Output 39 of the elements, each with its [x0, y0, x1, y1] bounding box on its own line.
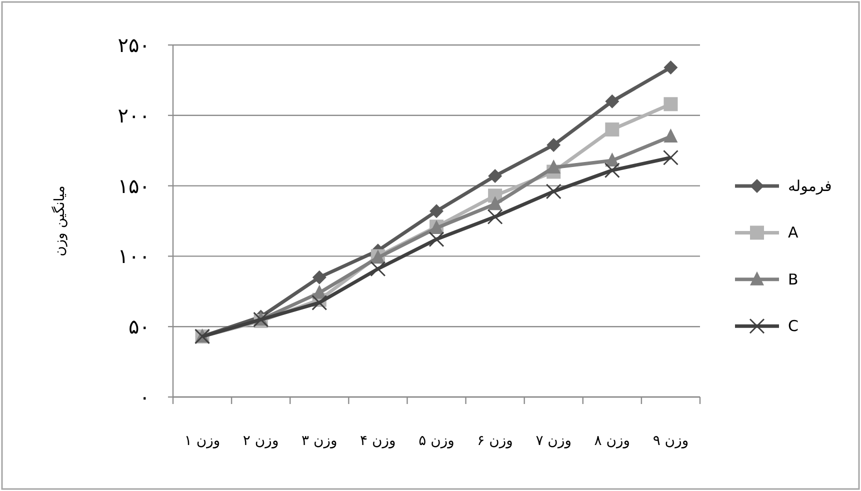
y-axis-title: میانگین وزن: [51, 186, 68, 256]
x-tick-label: وزن ۱: [184, 433, 220, 449]
point: [546, 184, 562, 200]
point: [546, 138, 561, 152]
y-tick-label: ۵۰: [128, 314, 150, 339]
y-tick-label: ۱۰۰: [118, 244, 150, 268]
point: [604, 162, 620, 178]
point: [312, 270, 326, 284]
point: [605, 122, 620, 136]
point: [664, 60, 678, 75]
x-tick-label: وزن ۳: [301, 433, 338, 449]
y-tick-label: ۰: [139, 385, 150, 409]
x-tick-label: وزن ۶: [477, 433, 513, 449]
legend-label: B: [788, 270, 798, 288]
point: [664, 97, 678, 112]
legend-label: C: [788, 317, 798, 336]
x-tick-label: وزن ۸: [594, 433, 630, 449]
point: [488, 168, 502, 183]
x-tick-label: وزن ۷: [536, 433, 572, 449]
legend-label: A: [788, 224, 799, 242]
point: [488, 196, 502, 210]
x-tick-label: وزن ۵: [418, 433, 454, 449]
x-tick-label: وزن ۹: [652, 433, 689, 449]
point: [430, 204, 444, 218]
y-tick-label: ۲۰۰: [118, 103, 150, 128]
point: [605, 94, 620, 108]
x-tick-label: وزن ۲: [242, 433, 279, 449]
point: [662, 150, 678, 166]
x-tick-label: وزن ۴: [360, 433, 396, 449]
point: [312, 294, 328, 310]
point: [370, 261, 386, 277]
legend-label: فرموله: [788, 177, 832, 195]
point: [546, 159, 561, 174]
y-tick-label: ۲۵۰: [118, 33, 150, 57]
point: [664, 128, 678, 143]
point: [428, 232, 444, 248]
y-tick-label: ۱۵۰: [118, 174, 150, 198]
point: [487, 209, 503, 225]
point: [605, 152, 620, 166]
